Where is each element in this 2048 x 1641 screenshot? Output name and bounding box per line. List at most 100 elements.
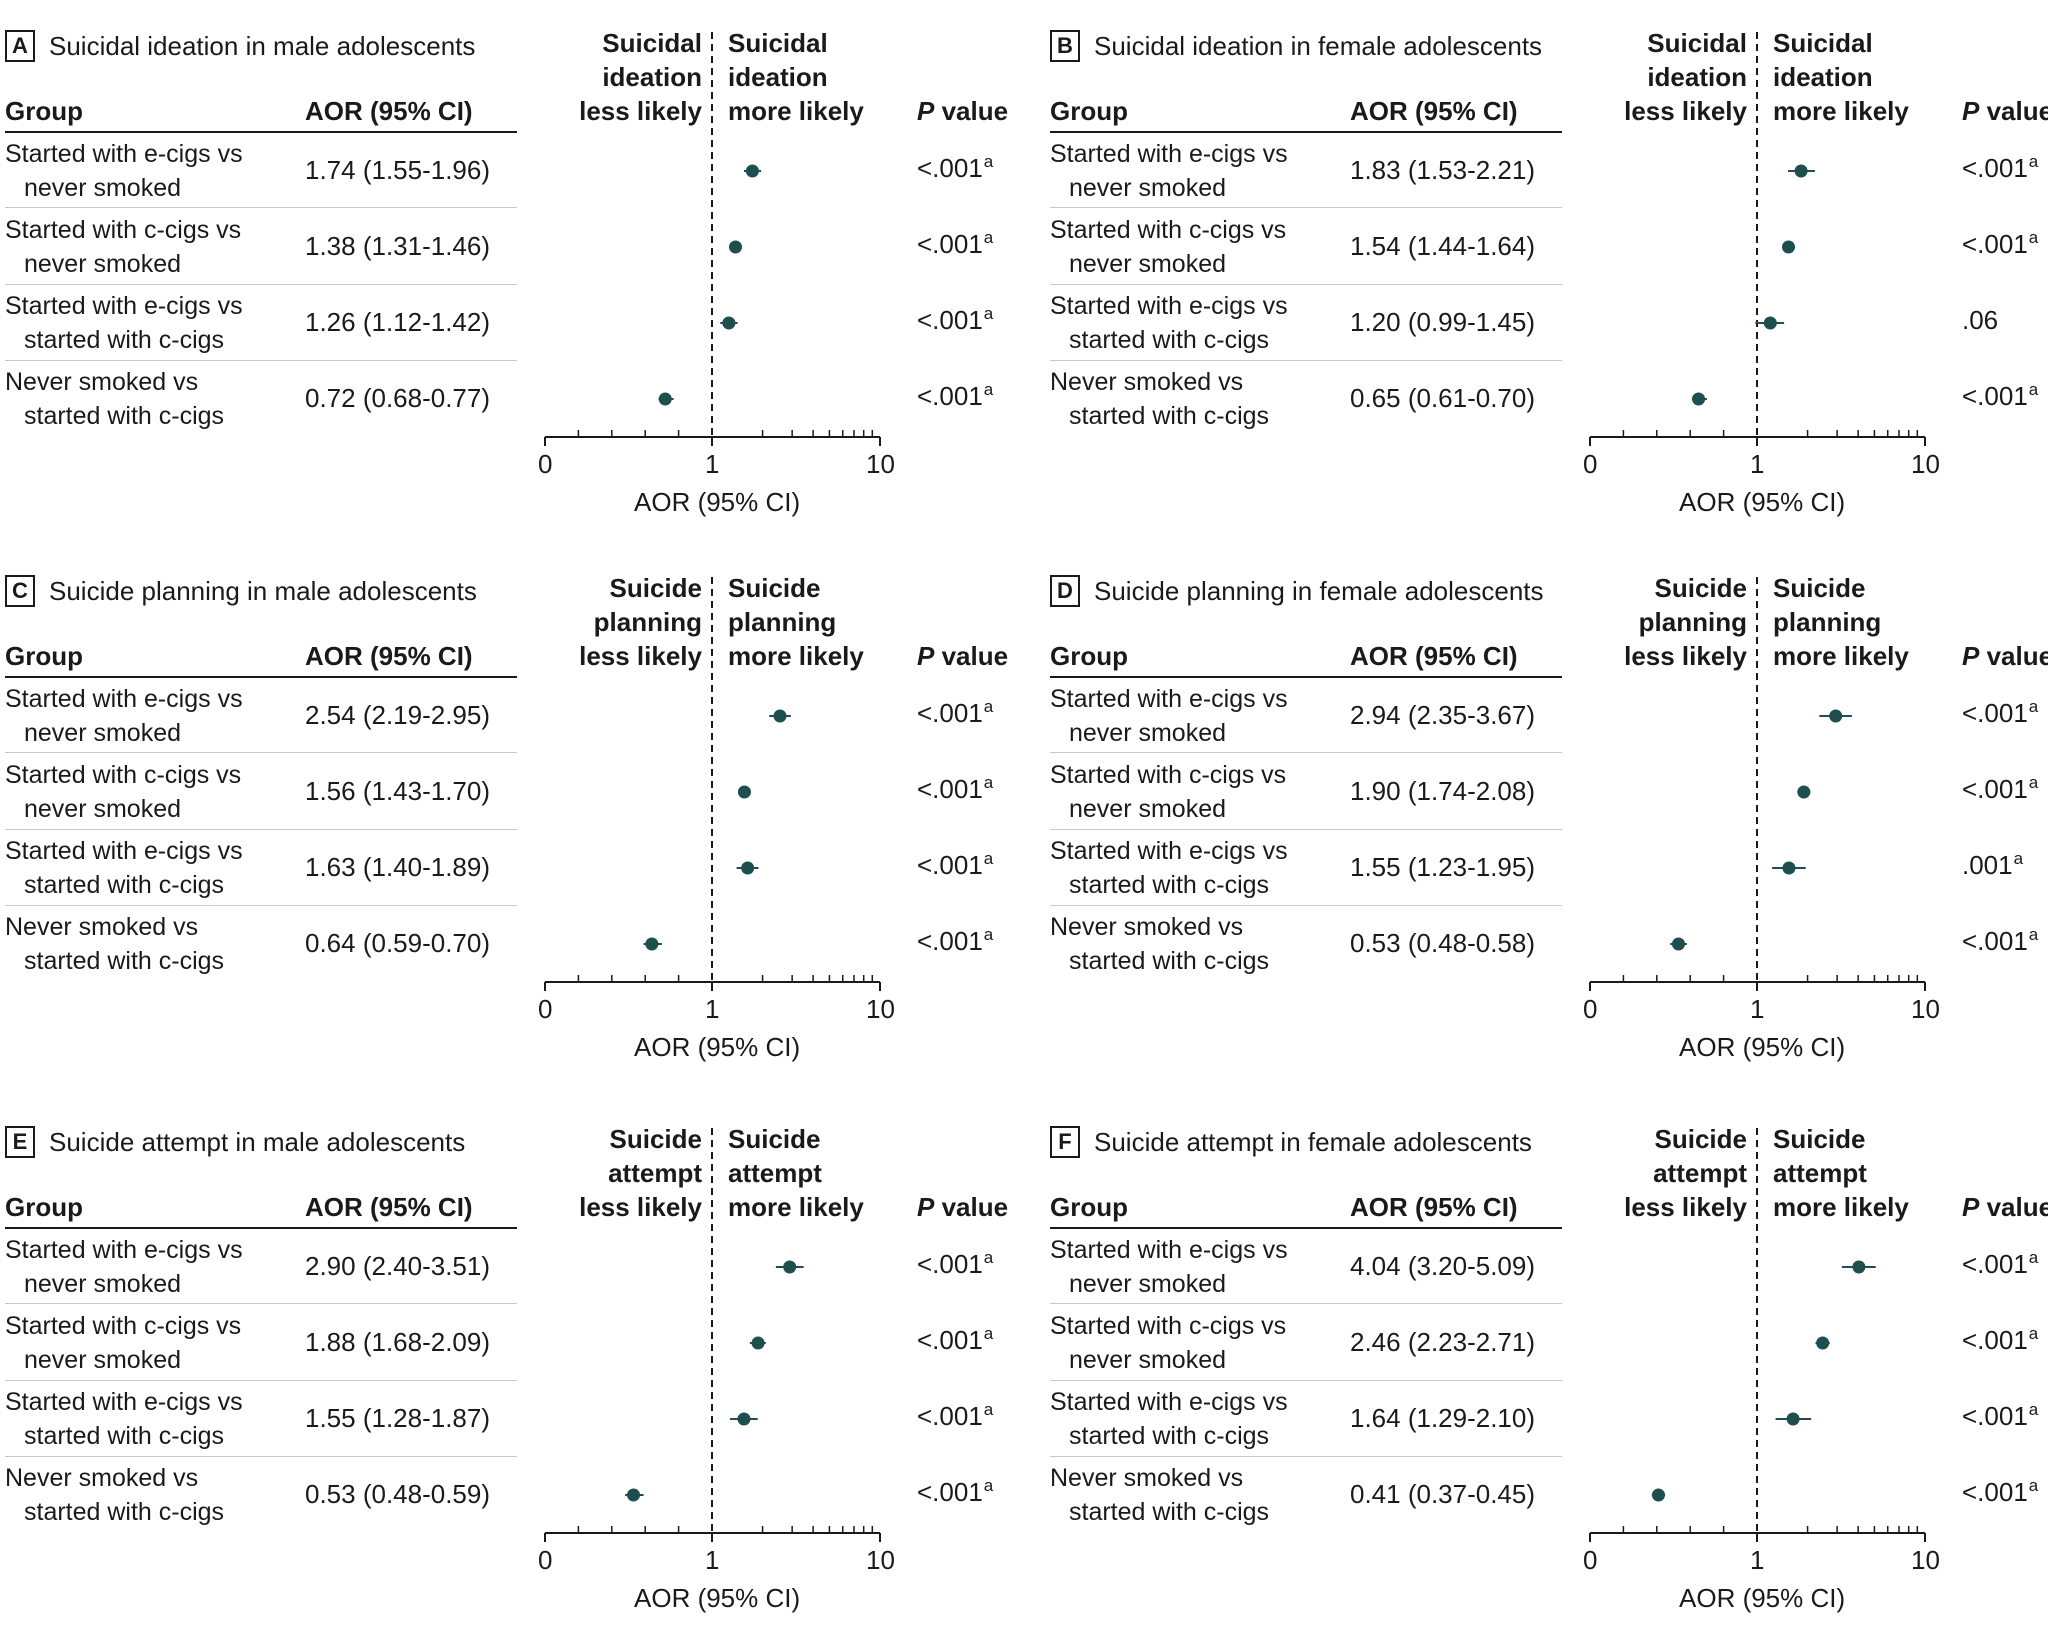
aor-point-marker	[1794, 164, 1808, 178]
column-header-group: Group	[1050, 641, 1128, 671]
x-axis-tick-label: 0	[538, 1545, 553, 1575]
p-value-italic: P	[917, 641, 935, 671]
x-axis-tick-label: 10	[1911, 1545, 1940, 1575]
header-rule	[1050, 676, 1562, 678]
p-value-text: <.001	[1962, 1401, 2028, 1431]
panel-f: F Suicide attempt in female adolescents Gr…	[1045, 1096, 2048, 1641]
row-p-value: <.001a	[1962, 1249, 2038, 1280]
row-label-line-2: never smoked	[24, 1346, 182, 1374]
row-group-label: Started with e-cigs vs started with c-cig…	[5, 289, 243, 357]
x-axis-title: AOR (95% CI)	[634, 1583, 801, 1613]
p-value-text: <.001	[917, 850, 983, 880]
direction-left-line: attempt	[608, 1158, 702, 1188]
row-group-label: Started with e-cigs vs never smoked	[1050, 137, 1288, 205]
row-group-label: Started with e-cigs vs never smoked	[1050, 682, 1288, 750]
row-divider	[1050, 360, 1562, 361]
p-value-footnote: a	[2028, 380, 2039, 399]
row-p-value: <.001a	[917, 381, 993, 412]
panel-c: C Suicide planning in male adolescents Gro…	[0, 545, 1024, 1090]
p-value-text: <.001	[1962, 1325, 2028, 1355]
direction-right-line: more likely	[728, 96, 864, 126]
row-group-label: Started with e-cigs vs never smoked	[5, 1233, 243, 1301]
p-value-text: <.001	[1962, 698, 2028, 728]
row-divider	[5, 1456, 517, 1457]
x-axis-tick-label: 10	[1911, 994, 1940, 1024]
row-aor-value: 1.63 (1.40-1.89)	[305, 852, 491, 882]
panel-title: A Suicidal ideation in male adolescents	[5, 28, 475, 64]
row-p-value: <.001a	[917, 1477, 993, 1508]
row-label-line-2: started with c-cigs	[1069, 402, 1270, 430]
column-header-p-value: P value	[1962, 96, 2048, 127]
row-group-label: Never smoked vs started with c-cigs	[1050, 910, 1269, 978]
direction-left-line: Suicidal	[602, 28, 702, 58]
row-divider	[1050, 207, 1562, 208]
row-label-line-1: Started with e-cigs vs	[1050, 292, 1288, 320]
row-p-value: <.001a	[917, 1401, 993, 1432]
row-divider	[5, 284, 517, 285]
direction-label-less-likely: Suicide attempt less likely	[547, 1122, 702, 1224]
x-axis-tick-label: 1	[705, 994, 720, 1024]
p-value-text: <.001	[917, 698, 983, 728]
p-value-footnote: a	[983, 152, 994, 171]
aor-point-marker	[1672, 937, 1686, 951]
aor-point-marker	[1829, 709, 1843, 723]
row-aor-value: 1.83 (1.53-2.21)	[1350, 155, 1536, 185]
row-label-line-2: started with c-cigs	[1069, 326, 1270, 354]
row-p-value: <.001a	[917, 698, 993, 729]
p-value-footnote: a	[2028, 1248, 2039, 1267]
p-value-footnote: a	[2028, 1400, 2039, 1419]
row-divider	[1050, 752, 1562, 753]
row-label-line-2: started with c-cigs	[24, 326, 225, 354]
row-p-value: <.001a	[917, 153, 993, 184]
row-label-line-1: Started with e-cigs vs	[1050, 1388, 1288, 1416]
direction-left-line: less likely	[579, 96, 702, 126]
row-aor-value: 2.90 (2.40-3.51)	[305, 1251, 491, 1281]
row-label-line-1: Started with c-cigs vs	[5, 1312, 242, 1340]
panel-title: B Suicidal ideation in female adolescents	[1050, 28, 1542, 64]
row-label-line-1: Started with e-cigs vs	[5, 1236, 243, 1264]
x-axis-tick-label: 0	[538, 994, 553, 1024]
row-label-line-2: started with c-cigs	[24, 1422, 225, 1450]
row-label-line-2: never smoked	[1069, 1270, 1227, 1298]
column-header-aor: AOR (95% CI)	[1350, 1192, 1518, 1222]
direction-right-line: attempt	[728, 1158, 822, 1188]
p-value-text: <.001	[917, 774, 983, 804]
direction-label-more-likely: Suicidal ideation more likely	[1773, 26, 1909, 128]
row-aor-value: 0.64 (0.59-0.70)	[305, 928, 491, 958]
direction-right-line: ideation	[728, 62, 828, 92]
column-header-aor: AOR (95% CI)	[1350, 96, 1518, 126]
aor-point-marker	[658, 392, 672, 406]
direction-left-line: attempt	[1653, 1158, 1747, 1188]
p-value-footnote: a	[983, 1476, 994, 1495]
direction-label-more-likely: Suicide attempt more likely	[1773, 1122, 1909, 1224]
x-axis-tick-label: 1	[1750, 449, 1765, 479]
p-value-italic: P	[1962, 1192, 1980, 1222]
row-p-value: <.001a	[917, 1249, 993, 1280]
aor-point-marker	[1692, 392, 1706, 406]
row-label-line-2: never smoked	[24, 1270, 182, 1298]
row-p-value: <.001a	[917, 926, 993, 957]
row-group-label: Started with c-cigs vs never smoked	[5, 758, 241, 826]
row-divider	[1050, 1456, 1562, 1457]
row-label-line-2: started with c-cigs	[24, 402, 225, 430]
header-rule	[1050, 1227, 1562, 1229]
row-p-value: <.001a	[1962, 1325, 2038, 1356]
p-value-text: .06	[1962, 305, 1999, 335]
x-axis-tick-label: 0	[1583, 994, 1598, 1024]
row-p-value: <.001a	[1962, 153, 2038, 184]
x-axis-tick-label: 1	[705, 1545, 720, 1575]
p-value-rest: value	[934, 641, 1009, 671]
row-p-value: <.001a	[1962, 381, 2038, 412]
direction-left-line: Suicide	[609, 1124, 702, 1154]
row-label-line-2: never smoked	[24, 174, 182, 202]
p-value-rest: value	[1979, 641, 2048, 671]
direction-label-more-likely: Suicide planning more likely	[1773, 571, 1909, 673]
x-axis-title: AOR (95% CI)	[634, 1032, 801, 1062]
aor-point-marker	[1816, 1336, 1830, 1350]
row-aor-value: 2.94 (2.35-3.67)	[1350, 700, 1536, 730]
p-value-italic: P	[1962, 641, 1980, 671]
direction-label-more-likely: Suicide attempt more likely	[728, 1122, 864, 1224]
row-label-line-1: Started with e-cigs vs	[5, 292, 243, 320]
direction-left-line: planning	[1638, 607, 1747, 637]
